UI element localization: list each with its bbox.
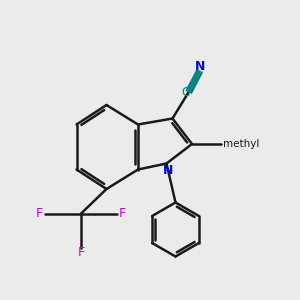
Text: N: N bbox=[163, 164, 173, 177]
Text: C: C bbox=[181, 86, 190, 100]
Text: F: F bbox=[77, 246, 85, 260]
Text: N: N bbox=[195, 60, 206, 74]
Text: F: F bbox=[119, 207, 126, 220]
Text: F: F bbox=[36, 207, 43, 220]
Text: methyl: methyl bbox=[224, 139, 260, 149]
